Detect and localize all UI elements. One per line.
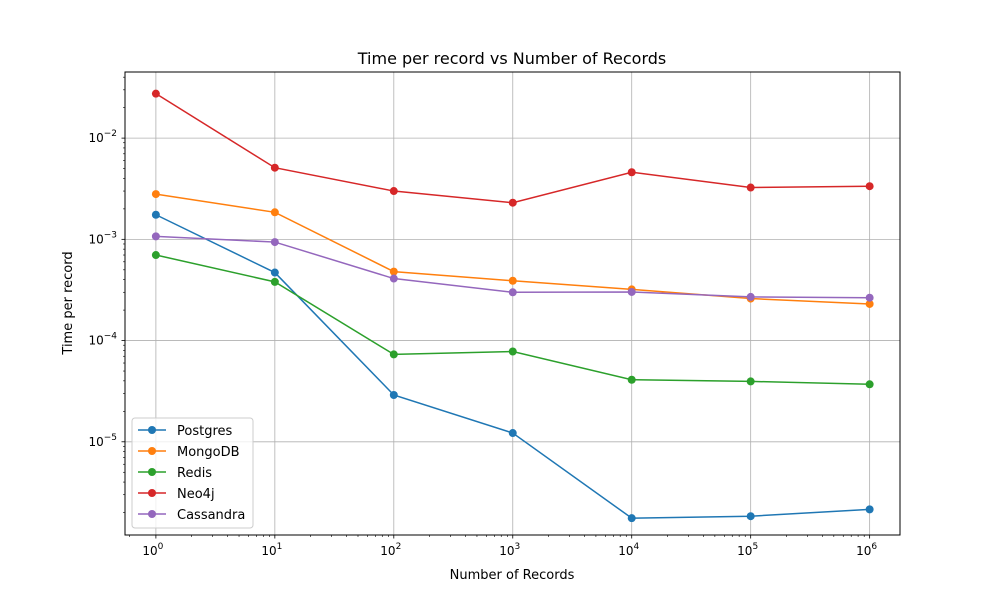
data-point-neo4j xyxy=(627,168,636,177)
data-point-mongodb xyxy=(151,190,160,199)
y-tick-label: 10−3 xyxy=(88,230,117,246)
data-point-redis xyxy=(865,380,874,389)
data-point-redis xyxy=(627,375,636,384)
data-point-cassandra xyxy=(270,238,279,247)
data-point-redis xyxy=(389,350,398,359)
y-axis-ticks: 10−5 10−4 10−3 10−2 xyxy=(88,76,125,513)
y-tick-label: 10−5 xyxy=(88,433,117,449)
legend: Postgres MongoDB Redis Neo4j Cassandra xyxy=(131,417,254,529)
legend-label-neo4j: Neo4j xyxy=(177,487,215,502)
x-tick-label: 104 xyxy=(618,542,639,558)
chart-title: Time per record vs Number of Records xyxy=(357,49,666,68)
data-point-neo4j xyxy=(508,198,517,207)
data-point-mongodb xyxy=(865,299,874,308)
data-point-mongodb xyxy=(389,267,398,276)
legend-marker-cassandra xyxy=(148,510,156,518)
y-tick-label: 10−2 xyxy=(88,129,117,145)
data-point-postgres xyxy=(865,505,874,514)
y-tick-label: 10−4 xyxy=(88,332,117,348)
data-point-neo4j xyxy=(389,187,398,196)
data-point-cassandra xyxy=(151,232,160,241)
x-tick-label: 100 xyxy=(142,542,163,558)
legend-marker-neo4j xyxy=(148,489,156,497)
data-point-postgres xyxy=(151,210,160,219)
data-point-redis xyxy=(508,347,517,356)
data-point-postgres xyxy=(508,429,517,438)
data-point-cassandra xyxy=(627,287,636,296)
data-point-redis xyxy=(746,377,755,386)
data-point-postgres xyxy=(389,390,398,399)
legend-label-postgres: Postgres xyxy=(177,424,233,439)
data-point-cassandra xyxy=(746,292,755,301)
data-point-neo4j xyxy=(151,89,160,98)
data-point-neo4j xyxy=(746,183,755,192)
legend-marker-redis xyxy=(148,468,156,476)
data-point-postgres xyxy=(746,512,755,521)
legend-marker-mongodb xyxy=(148,447,156,455)
x-axis-label: Number of Records xyxy=(450,568,575,583)
legend-label-cassandra: Cassandra xyxy=(177,508,245,523)
data-point-cassandra xyxy=(389,274,398,283)
x-tick-label: 105 xyxy=(737,542,758,558)
x-tick-label: 101 xyxy=(261,542,282,558)
data-point-cassandra xyxy=(865,293,874,302)
data-point-postgres xyxy=(627,514,636,523)
data-point-cassandra xyxy=(508,288,517,297)
data-point-redis xyxy=(151,251,160,260)
data-point-redis xyxy=(270,277,279,286)
series-layer xyxy=(151,89,874,523)
grid-lines xyxy=(125,72,900,535)
legend-label-redis: Redis xyxy=(177,466,212,481)
data-point-mongodb xyxy=(508,276,517,285)
x-tick-label: 103 xyxy=(499,542,520,558)
x-tick-label: 106 xyxy=(856,542,877,558)
data-point-postgres xyxy=(270,268,279,277)
x-tick-label: 102 xyxy=(380,542,401,558)
data-point-neo4j xyxy=(865,182,874,191)
x-axis-ticks: 100 101 102 103 104 105 106 xyxy=(129,535,877,558)
data-point-neo4j xyxy=(270,163,279,172)
legend-box xyxy=(131,417,254,529)
data-point-mongodb xyxy=(270,208,279,217)
y-axis-label: Time per record xyxy=(61,251,76,355)
legend-marker-postgres xyxy=(148,426,156,434)
legend-label-mongodb: MongoDB xyxy=(177,445,240,460)
